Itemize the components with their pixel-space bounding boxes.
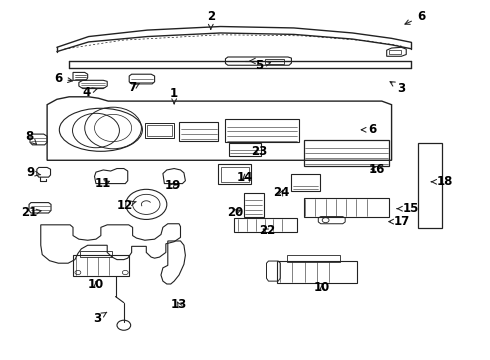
Text: 15: 15	[397, 202, 419, 215]
Bar	[220, 167, 249, 182]
Bar	[179, 122, 218, 141]
Text: 3: 3	[390, 82, 405, 95]
Bar	[218, 164, 251, 184]
Bar	[418, 143, 442, 228]
Text: 8: 8	[25, 130, 37, 144]
Text: 5: 5	[255, 59, 270, 72]
Bar	[277, 261, 357, 283]
Text: 20: 20	[227, 206, 244, 219]
Bar	[389, 50, 401, 54]
Bar	[292, 174, 320, 192]
Bar	[304, 198, 389, 217]
Text: 6: 6	[405, 10, 425, 24]
Text: 17: 17	[389, 215, 410, 228]
Text: 22: 22	[259, 224, 275, 238]
Text: 4: 4	[82, 86, 97, 99]
Bar	[145, 123, 174, 138]
Bar	[229, 143, 261, 156]
Text: 2: 2	[207, 10, 215, 29]
Text: 9: 9	[27, 166, 41, 179]
Text: 10: 10	[314, 281, 330, 294]
Bar	[234, 218, 297, 232]
Text: 10: 10	[88, 278, 104, 291]
Text: 1: 1	[170, 87, 178, 104]
Bar	[244, 193, 264, 217]
Text: 13: 13	[171, 298, 187, 311]
Text: 19: 19	[165, 179, 181, 192]
Text: 12: 12	[117, 199, 136, 212]
Bar	[80, 251, 112, 257]
Text: 11: 11	[95, 177, 111, 190]
Bar	[225, 119, 299, 142]
Text: 6: 6	[54, 72, 73, 85]
Text: 16: 16	[369, 163, 385, 176]
Text: 14: 14	[237, 171, 253, 184]
Bar	[304, 140, 389, 166]
Bar	[147, 125, 172, 136]
Text: 18: 18	[431, 175, 454, 188]
Text: 23: 23	[251, 145, 268, 158]
Bar	[287, 255, 340, 262]
Text: 7: 7	[128, 81, 140, 94]
Bar	[265, 59, 284, 64]
Text: 24: 24	[273, 186, 290, 199]
Text: 3: 3	[94, 311, 107, 325]
Text: 6: 6	[361, 123, 376, 136]
Text: 21: 21	[21, 207, 41, 220]
Bar	[73, 255, 129, 276]
